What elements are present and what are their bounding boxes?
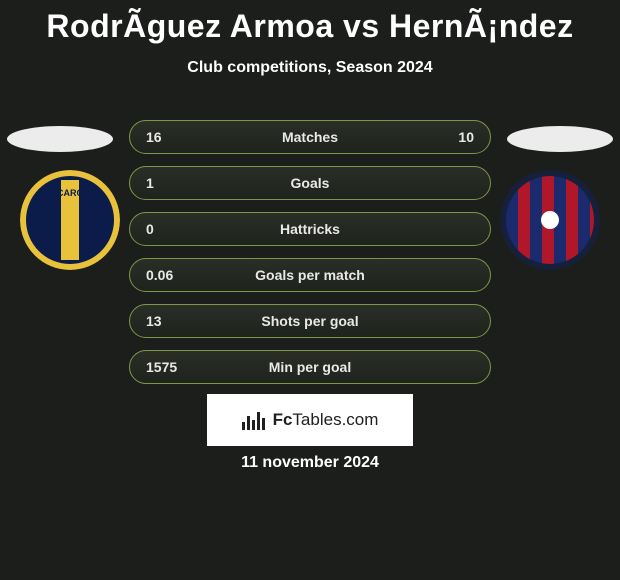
club-crest-right: [500, 170, 600, 270]
stats-list: 16Matches101Goals0Hattricks0.06Goals per…: [129, 120, 491, 396]
stat-bar: 0Hattricks: [129, 212, 491, 246]
stat-bar: 16Matches10: [129, 120, 491, 154]
stat-label: Matches: [130, 129, 490, 145]
date-text: 11 november 2024: [0, 454, 620, 472]
stat-label: Min per goal: [130, 359, 490, 375]
stat-left: 0.06: [146, 267, 173, 283]
brand-badge: FcTables.com: [207, 394, 413, 446]
brand-prefix: Fc: [273, 410, 293, 429]
club-crest-left: CARC: [20, 170, 120, 270]
stat-bar: 13Shots per goal: [129, 304, 491, 338]
stat-bar: 1Goals: [129, 166, 491, 200]
stat-bar: 0.06Goals per match: [129, 258, 491, 292]
brand-suffix: .com: [342, 410, 379, 429]
stat-left: 16: [146, 129, 162, 145]
subtitle: Club competitions, Season 2024: [0, 45, 620, 77]
brand-bars-icon: [242, 410, 265, 430]
player-oval-left: [7, 126, 113, 152]
crest-text: CARC: [20, 188, 120, 198]
player-oval-right: [507, 126, 613, 152]
stat-label: Shots per goal: [130, 313, 490, 329]
brand-name: Tables: [292, 410, 341, 429]
stat-bar: 1575Min per goal: [129, 350, 491, 384]
crest-ball: [541, 211, 559, 229]
page-title: RodrÃ­guez Armoa vs HernÃ¡ndez: [0, 0, 620, 45]
stat-label: Goals per match: [130, 267, 490, 283]
stat-left: 13: [146, 313, 162, 329]
stat-left: 1575: [146, 359, 177, 375]
stat-label: Goals: [130, 175, 490, 191]
stat-right: 10: [458, 129, 474, 145]
stat-left: 1: [146, 175, 154, 191]
stat-label: Hattricks: [130, 221, 490, 237]
stat-left: 0: [146, 221, 154, 237]
